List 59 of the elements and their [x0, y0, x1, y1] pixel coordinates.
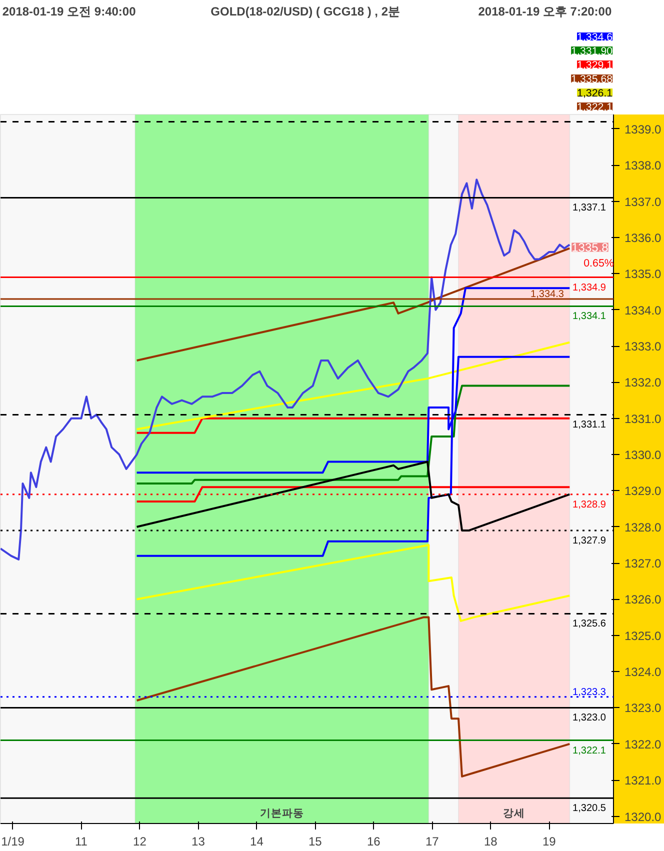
x-tick-label: 15	[308, 834, 322, 848]
text: 1,331.90	[571, 46, 613, 58]
x-tick-label: 18	[484, 834, 498, 848]
y-tick-label: 1326.0	[624, 592, 662, 607]
ref-line-label: 1,327.9	[572, 535, 606, 546]
x-tick-label: 13	[192, 834, 206, 848]
ref-line-label: 1,328.9	[572, 499, 606, 510]
y-tick-label: 1334.0	[624, 303, 662, 318]
y-tick-label: 1329.0	[624, 484, 662, 498]
y-tick-label: 1320.0	[624, 810, 662, 824]
ref-line-label: 1,322.1	[572, 745, 606, 756]
x-tick-label: 19	[542, 834, 556, 848]
chart-title: GOLD(18-02/USD) ( GCG18 ) , 2분	[210, 4, 400, 18]
ref-line-label: 1,320.5	[572, 803, 606, 814]
y-tick-label: 1332.0	[624, 376, 662, 390]
band-label: 강세	[503, 808, 526, 820]
y-tick-label: 1322.0	[624, 737, 662, 752]
y-tick-label: 1331.0	[624, 412, 662, 426]
x-tick-label: 11	[74, 834, 88, 848]
y-tick-label: 1333.0	[624, 340, 662, 354]
ref-line-label: 1,334.1	[572, 311, 606, 322]
text: 1,329.1	[577, 60, 613, 72]
ref-line-label: 1,325.6	[572, 618, 606, 630]
x-tick-label: 16	[367, 834, 381, 848]
text: 2018-01-19 오전 9:40:00	[2, 4, 136, 18]
x-tick-label: 12	[133, 834, 147, 848]
y-tick-label: 1337.0	[624, 194, 662, 209]
ref-line-label: 1,323.0	[572, 712, 606, 724]
text: 1,322.1	[577, 102, 613, 114]
y-tick-label: 1335.0	[624, 267, 662, 282]
y-tick-label: 1339.0	[624, 122, 662, 136]
line-series	[0, 178, 571, 560]
ref-line-label: 1,337.1	[572, 202, 606, 214]
ref-line-label: 1,323.3	[572, 686, 606, 698]
x-tick-label: 14	[250, 834, 264, 848]
ref-line-label: 1,334.9	[572, 282, 606, 294]
text: 1,326.1	[577, 88, 613, 100]
annotation: 1335.8	[572, 240, 609, 255]
text: 1,335.68	[571, 74, 613, 86]
ref-line-label: 1,331.1	[572, 420, 606, 431]
y-tick-label: 1338.0	[624, 158, 662, 173]
band-label: 기본파동	[260, 808, 304, 820]
line-series	[136, 287, 571, 557]
y-tick-label: 1328.0	[624, 520, 662, 534]
y-tick-label: 1327.0	[624, 556, 662, 571]
y-tick-label: 1324.0	[624, 665, 662, 680]
line-series	[136, 384, 571, 484]
y-tick-label: 1321.0	[624, 774, 662, 788]
y-tick-label: 1325.0	[624, 628, 662, 643]
line-series	[136, 616, 571, 778]
x-tick-label: 1/19	[1, 834, 25, 848]
x-tick-label: 17	[426, 834, 440, 848]
y-tick-label: 1330.0	[624, 448, 662, 462]
y-tick-label: 1323.0	[624, 701, 662, 716]
text: 2018-01-19 오후 7:20:00	[478, 4, 612, 18]
text: 1,334.6	[577, 32, 613, 44]
line-series	[136, 544, 571, 622]
ref-line-label: 1,334.3	[530, 288, 564, 300]
y-tick-label: 1336.0	[624, 230, 662, 245]
